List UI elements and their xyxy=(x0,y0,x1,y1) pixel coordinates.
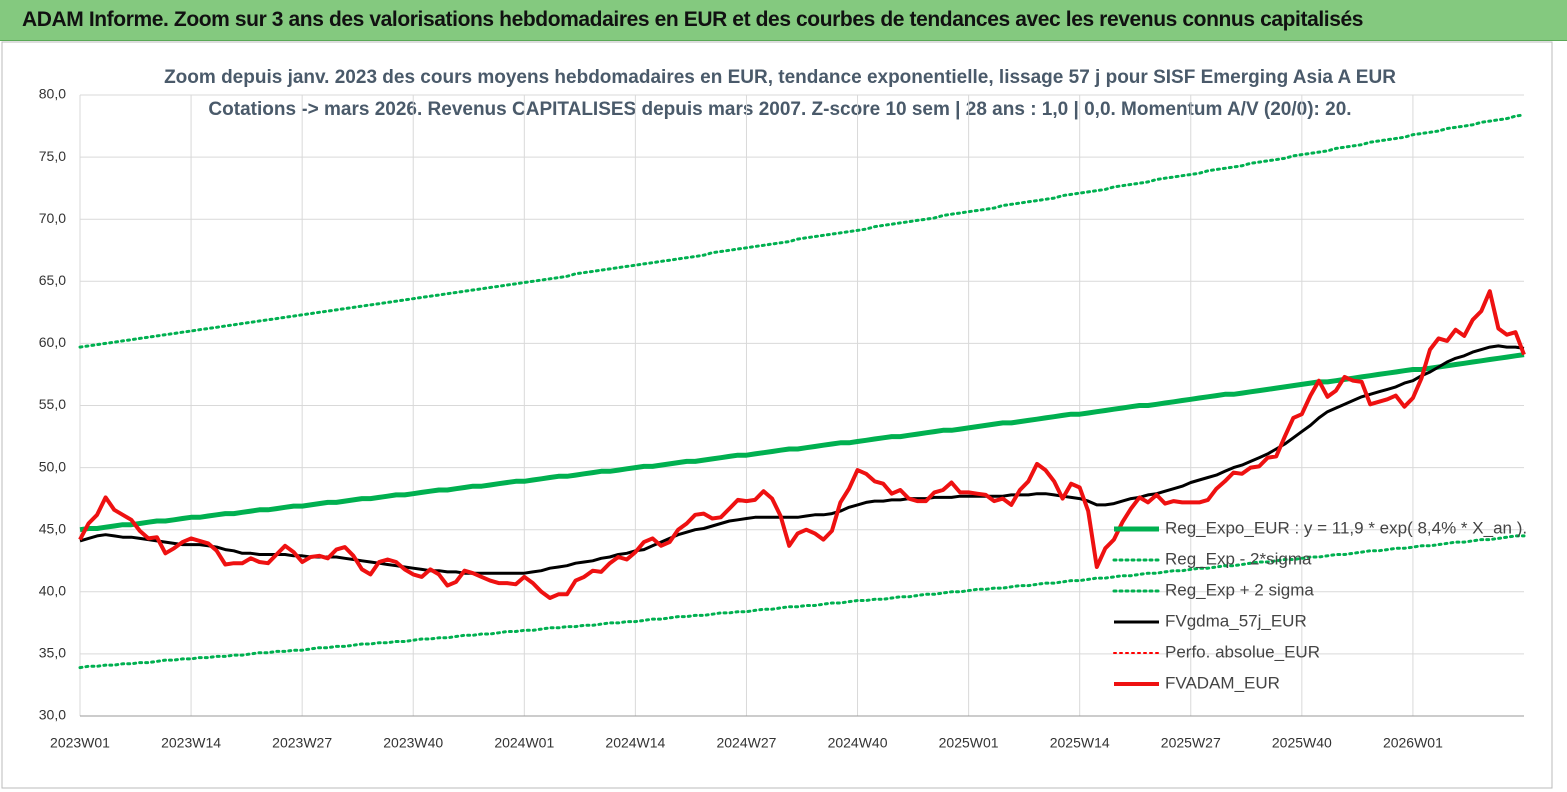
y-tick-label: 75,0 xyxy=(39,148,66,164)
y-tick-label: 65,0 xyxy=(39,272,66,288)
legend-label: FVADAM_EUR xyxy=(1165,673,1280,692)
series-line xyxy=(78,113,1526,349)
series-line xyxy=(78,534,1526,670)
x-tick-label: 2024W14 xyxy=(605,735,665,751)
y-tick-label: 70,0 xyxy=(39,210,66,226)
series-line xyxy=(79,352,1525,533)
y-tick-label: 80,0 xyxy=(39,86,66,102)
x-tick-label: 2023W27 xyxy=(272,735,332,751)
y-tick-label: 30,0 xyxy=(39,707,66,723)
chart-subtitle: Cotations -> mars 2026. Revenus CAPITALI… xyxy=(208,99,1351,120)
x-tick-label: 2023W14 xyxy=(161,735,221,751)
legend-label: Reg_Exp - 2*sigma xyxy=(1165,549,1312,568)
x-tick-label: 2024W40 xyxy=(828,735,888,751)
chart-title: Zoom depuis janv. 2023 des cours moyens … xyxy=(164,67,1396,88)
header-title: ADAM Informe. Zoom sur 3 ans des valoris… xyxy=(22,8,1364,31)
x-tick-label: 2025W27 xyxy=(1161,735,1221,751)
y-tick-label: 55,0 xyxy=(39,396,66,412)
y-tick-label: 60,0 xyxy=(39,334,66,350)
chart: Zoom depuis janv. 2023 des cours moyens … xyxy=(1,41,1553,789)
x-tick-label: 2026W01 xyxy=(1383,735,1443,751)
x-tick-label: 2023W01 xyxy=(50,735,110,751)
legend-label: FVgdma_57j_EUR xyxy=(1165,611,1307,630)
x-tick-label: 2025W01 xyxy=(939,735,999,751)
header: ADAM Informe. Zoom sur 3 ans des valoris… xyxy=(0,0,1567,41)
series-line xyxy=(78,289,1526,600)
x-tick-label: 2025W14 xyxy=(1050,735,1110,751)
chart-frame xyxy=(1,41,1553,789)
x-tick-label: 2025W40 xyxy=(1272,735,1332,751)
y-tick-label: 40,0 xyxy=(39,583,66,599)
legend-label: Perfo. absolue_EUR xyxy=(1165,642,1320,661)
y-tick-label: 35,0 xyxy=(39,645,66,661)
y-tick-label: 50,0 xyxy=(39,458,66,474)
legend-label: Reg_Expo_EUR : y = 11,9 * exp( 8,4% * X_… xyxy=(1165,518,1527,537)
legend-label: Reg_Exp + 2 sigma xyxy=(1165,580,1314,599)
x-tick-label: 2024W27 xyxy=(716,735,776,751)
x-tick-label: 2024W01 xyxy=(494,735,554,751)
x-tick-label: 2023W40 xyxy=(383,735,443,751)
y-tick-label: 45,0 xyxy=(39,520,66,536)
